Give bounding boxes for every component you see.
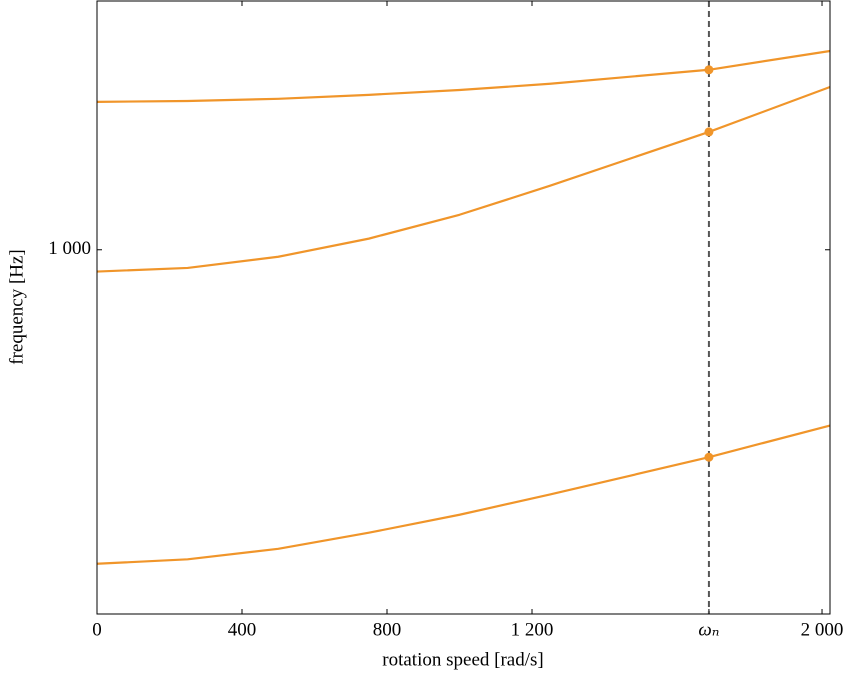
series-line: [96, 424, 831, 565]
plot-frame: [96, 0, 831, 615]
x-tick-label: ωₙ: [698, 619, 719, 640]
point-marker: [704, 452, 714, 462]
x-tick-label: 400: [228, 619, 257, 640]
y-tick-label: 1 000: [48, 238, 91, 259]
series-line: [96, 85, 831, 273]
series-line: [96, 49, 831, 103]
x-axis-label: rotation speed [rad/s]: [382, 649, 543, 670]
x-tick-label: 1 200: [511, 619, 554, 640]
point-marker: [704, 127, 714, 137]
x-tick-label: 0: [92, 619, 102, 640]
point-marker: [704, 65, 714, 75]
y-axis-label: frequency [Hz]: [6, 249, 27, 365]
x-tick-label: 800: [373, 619, 402, 640]
x-tick-label: 2 000: [801, 619, 844, 640]
